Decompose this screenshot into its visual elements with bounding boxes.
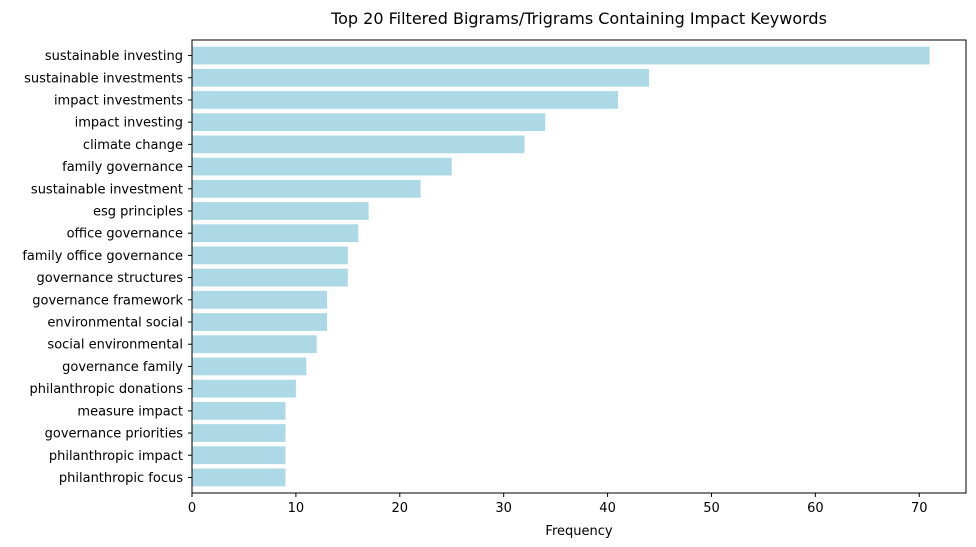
x-tick-label: 70 [911,501,928,516]
x-tick-label: 50 [703,501,720,516]
bar [192,202,369,220]
x-tick-label: 60 [807,501,824,516]
bars-group [192,46,930,487]
bar [192,379,296,398]
y-tick-label: governance framework [32,293,183,308]
y-tick-label: philanthropic impact [49,449,183,464]
x-tick-label: 30 [495,501,512,516]
bar [192,268,348,287]
bar [192,113,546,132]
y-tick-label: sustainable investment [31,182,183,197]
bar [192,224,359,243]
bar [192,68,650,87]
chart-title: Top 20 Filtered Bigrams/Trigrams Contain… [330,9,827,28]
x-axis-ticks: 0 10 20 30 40 50 60 70 [188,493,928,516]
bar [192,313,328,331]
y-tick-label: governance family [62,360,183,375]
y-tick-label: sustainable investments [24,71,183,86]
bar [192,468,286,487]
y-tick-label: impact investing [75,116,183,131]
bar [192,135,525,154]
y-tick-label: family governance [62,160,183,175]
bar [192,401,286,420]
y-tick-label: philanthropic focus [59,471,183,486]
y-tick-label: measure impact [77,404,183,419]
x-tick-label: 20 [392,501,409,516]
bar [192,46,930,65]
y-tick-label: governance structures [36,271,183,286]
bar [192,179,421,198]
y-tick-label: environmental social [47,316,183,331]
y-tick-label: family office governance [22,249,183,264]
y-tick-label: climate change [83,138,183,153]
y-tick-label: social environmental [47,338,183,353]
y-tick-label: office governance [67,227,183,242]
bar [192,157,452,176]
bar [192,91,618,109]
bar [192,446,286,465]
y-tick-label: impact investments [54,93,183,108]
bar [192,424,286,442]
x-axis-label: Frequency [545,524,612,539]
bar [192,290,328,309]
x-tick-label: 40 [599,501,616,516]
y-axis-ticks: sustainable investing sustainable investm… [22,49,192,486]
bar [192,246,348,265]
y-tick-label: philanthropic donations [30,382,184,397]
plot-frame [191,39,967,494]
y-tick-label: sustainable investing [45,49,183,64]
x-tick-label: 10 [288,501,305,516]
bar [192,357,307,376]
y-tick-label: governance priorities [45,427,184,442]
bar [192,335,317,354]
y-tick-label: esg principles [93,204,183,219]
x-tick-label: 0 [188,501,196,516]
